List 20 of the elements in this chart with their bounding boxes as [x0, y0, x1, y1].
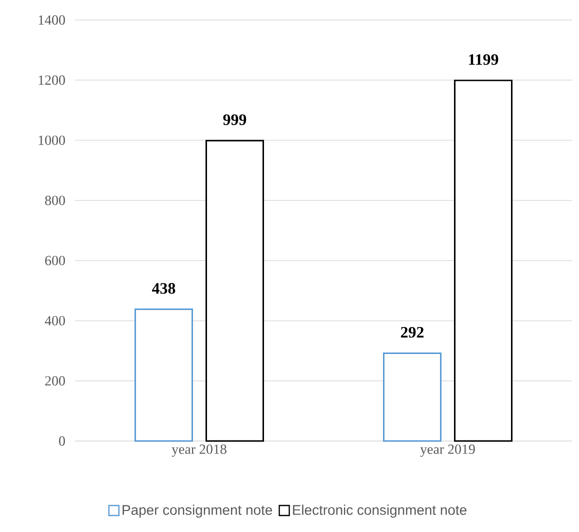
- x-tick-label: year 2019: [420, 444, 475, 457]
- bar: [134, 308, 194, 442]
- data-label: 438: [152, 283, 176, 294]
- data-label: 1199: [469, 54, 498, 65]
- y-tick-label: 1200: [38, 75, 65, 85]
- bar: [454, 80, 513, 442]
- y-tick-label: 0: [59, 436, 65, 446]
- y-tick-label: 1000: [38, 136, 65, 145]
- bar: [206, 140, 264, 442]
- legend-label: Electronic consignment note: [293, 504, 466, 518]
- y-tick-label: 600: [45, 256, 65, 266]
- data-label: 292: [400, 326, 424, 338]
- y-tick-label: 1400: [38, 15, 65, 25]
- x-tick-label: year 2018: [172, 444, 226, 457]
- legend-label: Paper consignment note: [122, 504, 272, 518]
- data-label: 999: [223, 114, 246, 126]
- bar: [383, 352, 442, 442]
- y-tick-label: 400: [44, 316, 65, 326]
- y-tick-label: 800: [45, 196, 65, 206]
- y-tick-label: 200: [45, 376, 65, 386]
